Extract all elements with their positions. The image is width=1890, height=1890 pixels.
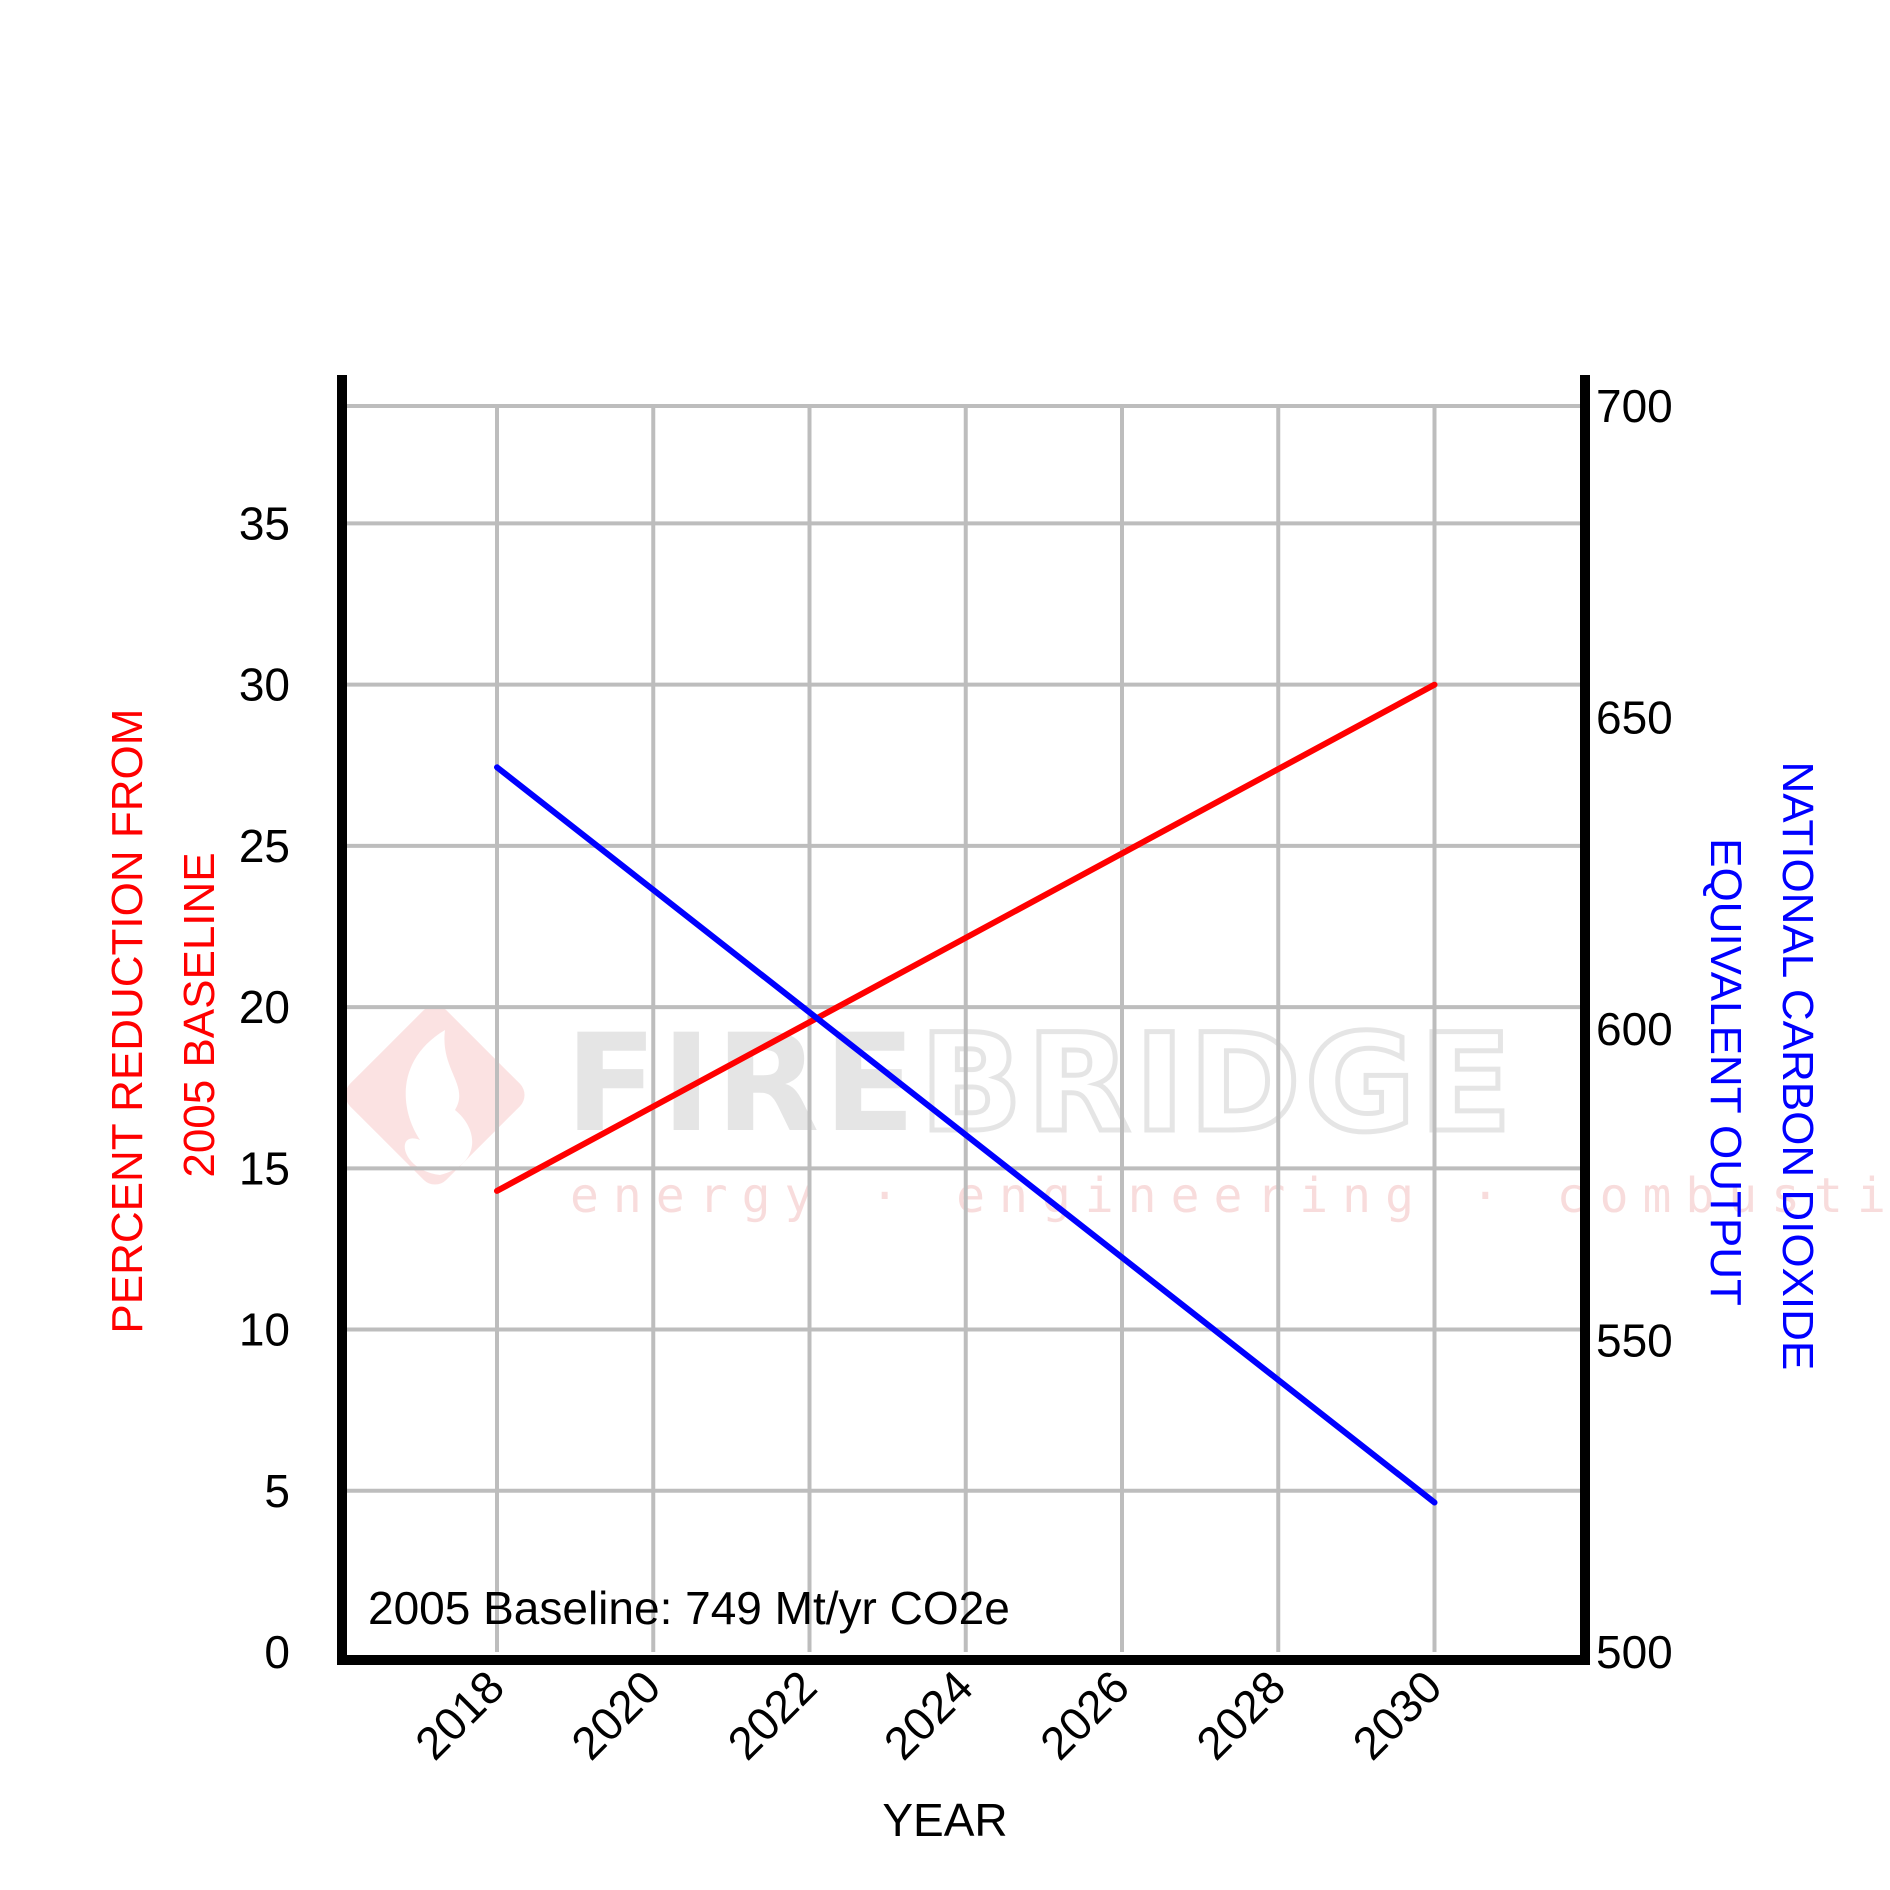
y-right-title-line-2: EQUIVALENT OUTPUT: [1701, 838, 1750, 1306]
watermark-logo: FIREBRIDGE energy · engineering · combus…: [345, 1003, 1890, 1224]
y-left-tick-label: 0: [264, 1626, 290, 1678]
y-right-tick-label: 500: [1596, 1626, 1673, 1678]
y-left-tick-label: 10: [239, 1304, 290, 1356]
y-left-title-line-1: PERCENT REDUCTION FROM: [103, 709, 152, 1334]
axes: [337, 375, 1590, 1665]
x-tick-label: 2020: [561, 1660, 670, 1769]
x-tick-labels: 2018 2020 2022 2024 2026 2028 2030: [405, 1660, 1452, 1769]
x-tick-label: 2024: [874, 1660, 983, 1769]
left-tick-labels: 0 5 10 15 20 25 30 35: [239, 497, 290, 1678]
y-left-title: PERCENT REDUCTION FROM 2005 BASELINE: [103, 696, 224, 1333]
y-left-tick-label: 15: [239, 1142, 290, 1194]
y-left-title-line-2: 2005 BASELINE: [175, 852, 224, 1177]
x-tick-label: 2030: [1342, 1660, 1451, 1769]
x-tick-label: 2026: [1030, 1660, 1139, 1769]
y-left-tick-label: 5: [264, 1465, 290, 1517]
baseline-annotation: 2005 Baseline: 749 Mt/yr CO2e: [368, 1582, 1010, 1634]
flame-logo-icon: [345, 1005, 525, 1185]
co2-output-line: [494, 764, 1438, 1506]
percent-reduction-line: [494, 681, 1438, 1194]
y-right-tick-label: 700: [1596, 380, 1673, 432]
y-right-tick-label: 600: [1596, 1003, 1673, 1055]
x-tick-label: 2028: [1186, 1660, 1295, 1769]
x-axis-title: YEAR: [882, 1794, 1007, 1846]
grid: [342, 404, 1585, 1652]
series-layer: [494, 681, 1438, 1506]
y-right-tick-label: 650: [1596, 692, 1673, 744]
watermark-tagline: energy · engineering · combustion: [570, 1168, 1890, 1224]
y-left-tick-label: 30: [239, 659, 290, 711]
watermark-brand: FIREBRIDGE: [565, 1005, 1516, 1162]
watermark-brand-fire: FIRE: [565, 1005, 920, 1162]
y-right-title: NATIONAL CARBON DIOXIDE EQUIVALENT OUTPU…: [1701, 762, 1822, 1383]
x-tick-label: 2018: [405, 1660, 514, 1769]
x-tick-label: 2022: [717, 1660, 826, 1769]
y-right-tick-label: 550: [1596, 1315, 1673, 1367]
watermark-brand-bridge: BRIDGE: [920, 1005, 1516, 1162]
y-right-title-line-1: NATIONAL CARBON DIOXIDE: [1773, 762, 1822, 1371]
right-tick-labels: 500 550 600 650 700: [1596, 380, 1673, 1678]
y-left-tick-label: 20: [239, 981, 290, 1033]
y-left-tick-label: 25: [239, 820, 290, 872]
y-left-tick-label: 35: [239, 497, 290, 549]
